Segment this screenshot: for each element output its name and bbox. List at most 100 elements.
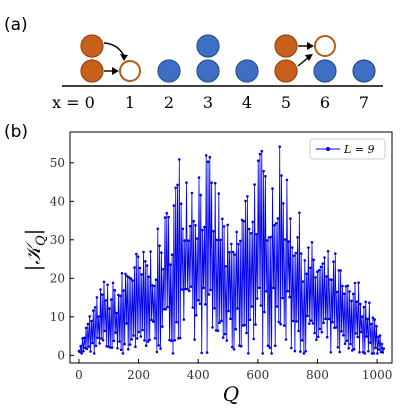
data-point xyxy=(352,347,356,351)
particle-orange-site5-top xyxy=(274,34,298,58)
data-point xyxy=(308,322,311,325)
data-point xyxy=(155,350,159,354)
arrowhead-straight-5-6 xyxy=(307,42,314,50)
data-point xyxy=(203,225,206,229)
data-point xyxy=(370,352,374,355)
data-point xyxy=(100,337,103,340)
data-point xyxy=(200,351,203,355)
data-point xyxy=(324,317,327,321)
data-point xyxy=(206,160,210,163)
data-point xyxy=(237,242,240,246)
series-layer xyxy=(77,145,386,355)
data-point xyxy=(90,319,93,323)
data-point xyxy=(92,352,96,355)
data-point xyxy=(272,286,275,290)
y-tick-label: 10 xyxy=(50,310,65,324)
particle-blue-site3-top xyxy=(196,34,220,58)
site-label-6: 6 xyxy=(320,93,330,112)
data-point xyxy=(325,335,329,339)
data-point xyxy=(212,230,215,233)
data-point xyxy=(182,318,186,321)
data-point xyxy=(373,318,377,321)
data-point xyxy=(257,286,261,290)
site-label-1: 1 xyxy=(125,93,135,112)
data-point xyxy=(78,350,82,354)
data-point xyxy=(82,349,85,353)
data-point xyxy=(290,246,294,249)
data-point xyxy=(364,300,368,304)
data-point xyxy=(204,303,207,306)
data-point xyxy=(259,304,263,307)
data-point xyxy=(190,191,194,195)
data-point xyxy=(135,337,139,340)
data-point xyxy=(96,336,100,340)
arrowhead-straight-0-1 xyxy=(112,67,119,75)
data-point xyxy=(305,272,308,276)
data-point xyxy=(311,322,315,325)
data-point xyxy=(222,225,226,228)
data-point xyxy=(325,275,328,278)
data-point xyxy=(146,340,150,343)
data-point xyxy=(178,158,181,161)
data-point xyxy=(109,298,113,301)
data-point xyxy=(275,305,279,308)
data-point xyxy=(108,307,111,310)
legend-label: L = 9 xyxy=(343,143,375,156)
data-point xyxy=(298,211,301,215)
data-point xyxy=(122,289,126,292)
data-point xyxy=(336,346,340,349)
data-point xyxy=(283,238,287,241)
data-point xyxy=(315,338,318,342)
data-point xyxy=(323,256,326,259)
data-point xyxy=(313,331,316,335)
site-label-2: 2 xyxy=(164,93,174,112)
data-point xyxy=(140,273,143,276)
particle-orange-site0-bottom xyxy=(80,59,104,83)
data-point xyxy=(365,335,368,338)
data-point xyxy=(357,281,360,285)
data-point xyxy=(170,253,174,256)
data-point xyxy=(211,326,214,329)
data-point xyxy=(280,174,283,177)
y-ticks: 0 10 20 30 40 50 xyxy=(50,156,74,362)
data-point xyxy=(176,183,179,187)
data-point xyxy=(378,334,382,337)
data-point xyxy=(115,311,118,315)
data-point xyxy=(167,215,170,219)
data-point xyxy=(372,352,376,355)
data-point xyxy=(227,309,230,313)
data-point xyxy=(219,238,222,242)
data-point xyxy=(273,344,277,348)
data-point xyxy=(258,152,262,156)
data-point xyxy=(191,306,195,309)
data-point xyxy=(312,258,316,262)
data-point xyxy=(340,330,343,333)
data-point xyxy=(89,350,92,353)
data-point xyxy=(355,300,359,304)
data-point xyxy=(205,351,209,354)
data-point xyxy=(199,193,203,197)
data-point xyxy=(220,319,223,323)
data-point xyxy=(345,339,349,343)
data-point xyxy=(338,350,342,354)
empty-site1 xyxy=(119,60,141,82)
data-point xyxy=(194,224,197,227)
data-point xyxy=(341,284,344,288)
data-point xyxy=(226,223,229,227)
data-point xyxy=(261,352,265,355)
data-point xyxy=(347,347,351,350)
data-point xyxy=(165,211,169,215)
data-point xyxy=(260,149,264,153)
data-point xyxy=(342,292,346,296)
data-point xyxy=(375,324,378,328)
data-point xyxy=(334,252,337,255)
data-point xyxy=(156,227,160,231)
data-point xyxy=(138,266,142,270)
data-point xyxy=(228,251,231,254)
y-axis-title-bar-right: | xyxy=(21,229,46,236)
data-point xyxy=(254,323,257,326)
data-point xyxy=(274,222,278,225)
y-axis-title: |𝒦Q| xyxy=(21,229,49,272)
data-point xyxy=(356,335,360,339)
data-point xyxy=(114,331,117,334)
